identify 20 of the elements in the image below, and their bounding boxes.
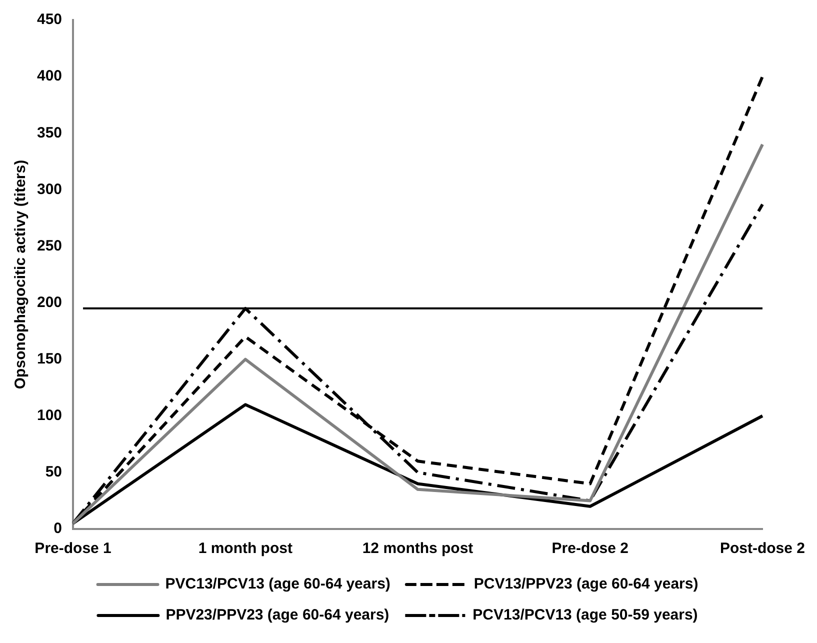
- x-tick-label: 1 month post: [198, 540, 292, 558]
- y-tick-label: 0: [54, 520, 62, 538]
- y-tick-label: 450: [36, 11, 62, 28]
- y-tick-label: 250: [36, 237, 62, 254]
- y-tick-label: 300: [36, 180, 62, 198]
- y-tick-label: 400: [36, 68, 62, 85]
- x-tick-label: Pre-dose 2: [552, 540, 628, 558]
- y-tick-label: 350: [36, 124, 62, 142]
- legend-label: PVC13/PCV13 (age 60-64 years): [165, 576, 390, 593]
- y-tick-label: 150: [36, 350, 62, 368]
- x-tick-label: 12 months post: [362, 540, 474, 558]
- y-tick-label: 200: [36, 294, 62, 311]
- legend-label: PPV23/PPV23 (age 60-64 years): [166, 606, 390, 624]
- x-tick-label: Pre-dose 1: [34, 540, 112, 558]
- legend-label: PCV13/PPV23 (age 60-64 years): [474, 576, 698, 593]
- y-tick-label: 50: [45, 464, 62, 481]
- x-tick-label: Post-dose 2: [720, 540, 806, 558]
- legend-label: PCV13/PCV13 (age 50-59 years): [472, 606, 698, 624]
- y-tick-label: 100: [36, 407, 62, 424]
- y-axis-title: Opsonophagocitic activy (titers): [12, 160, 30, 390]
